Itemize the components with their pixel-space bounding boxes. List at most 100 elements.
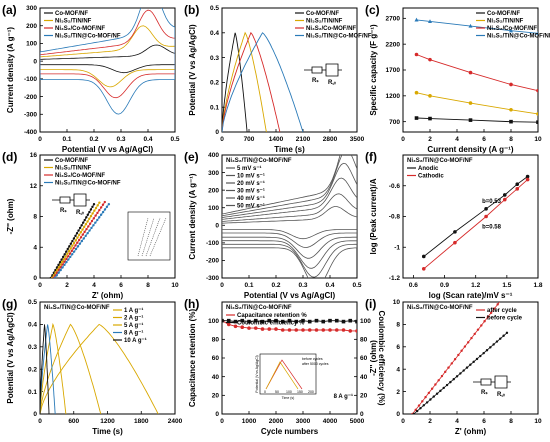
data-point-d-1-12 [71, 244, 74, 247]
y-tick-label: 20 [212, 393, 220, 400]
y-tick-label: 8 [396, 322, 400, 329]
series-curve-e-5 [222, 155, 357, 278]
data-point-i-0-18 [470, 336, 473, 340]
y-tick-label: -100 [24, 76, 37, 83]
y-tick-label: -200 [206, 258, 219, 265]
x-tick-label: 6 [482, 136, 486, 143]
data-point-d-3-21 [94, 221, 97, 224]
data-point-d-0-16 [74, 234, 77, 238]
legend-entry: Co-MOF/NF [55, 11, 88, 17]
panel-tag: (d) [2, 150, 17, 164]
y-tick-label: 0.2 [210, 80, 219, 87]
y-axis-label: Potential (V vs Ag/AgCl) [188, 24, 197, 116]
data-point-d-1-24 [91, 212, 94, 215]
marks-group [222, 31, 304, 132]
data-point-d-0-4 [55, 266, 59, 269]
x-axis-label: Z' (ohm) [455, 427, 487, 436]
data-point-i-1-28 [505, 331, 509, 335]
data-point-d-2-5 [61, 263, 64, 266]
legend-entry: before cycle [487, 316, 523, 322]
data-point-h-1-17 [334, 318, 339, 323]
inset-curve [145, 217, 161, 257]
data-point-c-1-2 [468, 101, 473, 105]
legend-entry: Ni₃S₂/Co-MOF/NF [55, 26, 105, 32]
data-point-d-3-7 [67, 258, 70, 261]
series-curve-a-1 [40, 25, 175, 88]
inset-legend-after: after 5000 cycles [302, 362, 329, 366]
data-point-f-0-0 [421, 254, 426, 259]
data-point-i-1-20 [479, 354, 482, 358]
panel-annotation: Ni₃S₂/TiN@Co-MOF/NF [407, 305, 473, 311]
inset-tick: 200 [308, 390, 314, 394]
series-line-c-2 [416, 54, 538, 92]
panel-tag: (g) [2, 297, 17, 311]
x-tick-label: 4 [455, 136, 459, 143]
legend-entry: 2 A g⁻¹ [124, 315, 143, 322]
marks-group [40, 8, 175, 115]
data-point-h-0-20 [355, 329, 357, 333]
data-point-i-1-8 [439, 389, 442, 393]
data-point-h-0-4 [247, 326, 251, 330]
series-line-f-1 [423, 179, 528, 270]
y-tick-label: 0.3 [28, 344, 37, 351]
data-point-d-0-11 [66, 247, 69, 251]
data-point-h-1-10 [287, 318, 292, 323]
data-point-d-3-10 [72, 250, 76, 253]
data-point-d-1-16 [77, 233, 81, 237]
legend-entry: Ni₃S₂/TiN@Co-MOF/NF [487, 34, 550, 40]
x-tick-label: 1.5 [502, 282, 511, 289]
data-point-i-0-10 [444, 370, 447, 374]
data-point-d-0-28 [92, 203, 96, 206]
x-tick-label: 0 [401, 418, 405, 425]
data-point-d-0-6 [58, 260, 62, 264]
data-point-h-0-9 [280, 328, 285, 332]
data-point-d-2-23 [94, 214, 97, 217]
panel-g: (g) 0 600 1200 1800 2400 0 0.1 0.2 0.3 0.4 0.5 Time … [2, 297, 183, 436]
data-point-d-1-22 [88, 217, 91, 221]
data-point-d-3-11 [74, 247, 78, 251]
data-point-d-1-18 [81, 228, 84, 231]
data-point-c-1-1 [428, 94, 432, 98]
data-point-h-1-7 [267, 318, 272, 323]
data-point-d-1-9 [66, 252, 69, 255]
y-tick-label: 0.1 [210, 104, 219, 111]
panel-tag: (c) [365, 3, 380, 17]
y2-tick-label: 40 [360, 374, 368, 381]
x-tick-label: 2 [428, 136, 432, 143]
y-tick-label: 300 [208, 170, 219, 177]
legend-entry: 20 mV s⁻¹ [237, 180, 265, 187]
x-axis-label: Potential (V vs Ag/AgCl) [62, 145, 154, 154]
inset-legend-before: before cycles [302, 357, 323, 361]
x-tick-label: 2000 [269, 418, 284, 425]
circuit-label-rs: Rₛ [481, 390, 488, 396]
data-point-i-0-17 [466, 341, 470, 344]
legend-entry: Ni₃S₂/TiN@Co-MOF/NF [55, 181, 121, 187]
data-point-i-0-21 [480, 324, 483, 327]
data-point-d-0-10 [65, 250, 68, 253]
legend-entry: Ni₃S₂/TiN/NF [55, 166, 92, 172]
y-tick-label: -300 [24, 111, 37, 118]
legend-entry: 10 A g⁻¹ [124, 337, 147, 344]
data-point-h-1-19 [348, 318, 353, 323]
y-tick-label: -100 [206, 240, 219, 247]
data-point-i-1-10 [445, 383, 449, 387]
data-point-d-1-19 [83, 225, 86, 229]
data-point-d-2-26 [99, 206, 103, 209]
data-point-d-3-23 [98, 216, 101, 219]
x-axis-label: Time (s) [274, 145, 305, 154]
data-point-d-3-5 [63, 263, 66, 267]
equivalent-circuit [52, 193, 90, 207]
y-tick-label: 10 [393, 299, 401, 306]
data-point-d-1-3 [56, 268, 59, 272]
data-point-i-1-24 [492, 343, 495, 346]
data-point-i-1-5 [429, 398, 432, 401]
data-point-f-0-2 [484, 207, 488, 211]
x-tick-label: 2 [428, 418, 432, 425]
x-tick-label: 700 [244, 136, 255, 143]
data-point-d-0-25 [88, 210, 91, 214]
data-point-d-1-6 [61, 260, 64, 264]
data-point-i-0-8 [437, 379, 440, 382]
legend-entry: 50 mV s⁻¹ [237, 203, 265, 210]
data-point-d-1-17 [79, 231, 83, 234]
